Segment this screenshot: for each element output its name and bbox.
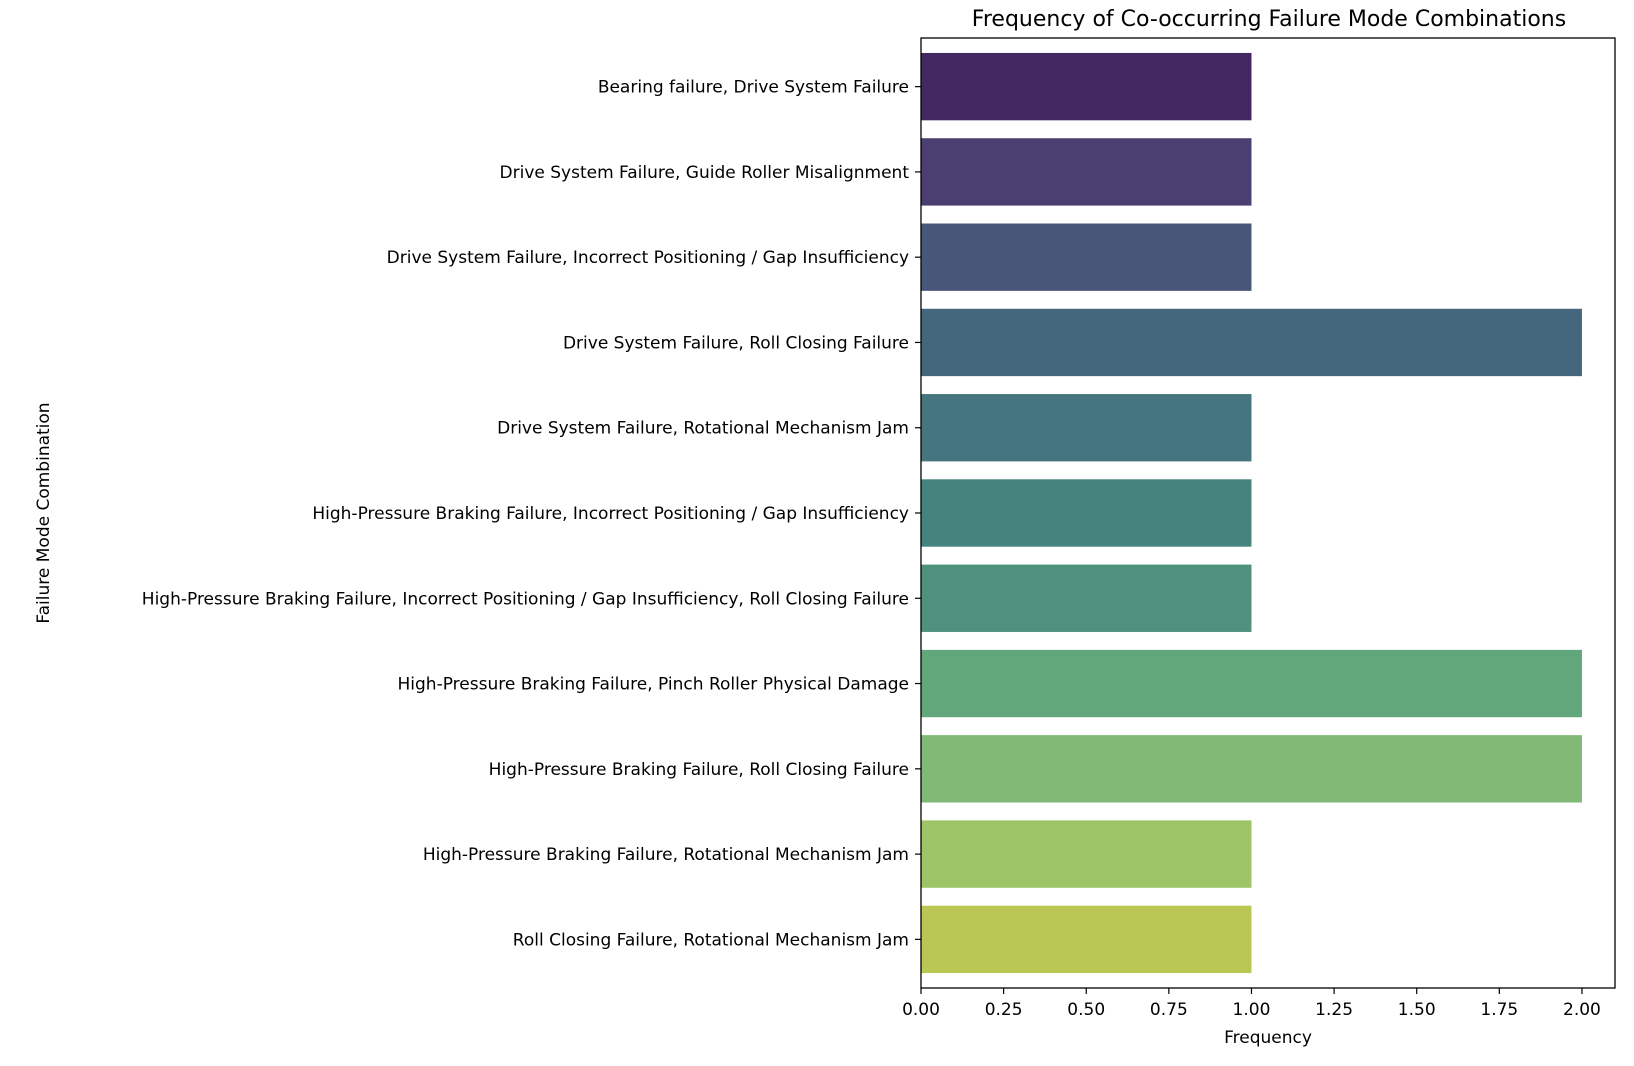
y-tick-label: Bearing failure, Drive System Failure [598, 78, 909, 98]
x-tick-label: 1.00 [1233, 1000, 1271, 1020]
bar [921, 649, 1582, 718]
y-axis-label: Failure Mode Combination [34, 402, 54, 623]
bar [921, 138, 1252, 206]
x-tick-label: 1.75 [1480, 1000, 1518, 1020]
x-axis-label: Frequency [1224, 1028, 1312, 1048]
plot-frame [920, 37, 1616, 989]
y-tick-label: High-Pressure Braking Failure, Incorrect… [312, 504, 909, 524]
y-tick-label: Drive System Failure, Guide Roller Misal… [500, 163, 910, 183]
bar [921, 820, 1252, 888]
x-tick-label: 0.00 [902, 1000, 940, 1020]
x-tick-label: 0.25 [985, 1000, 1023, 1020]
x-tick-label: 0.75 [1150, 1000, 1188, 1020]
bar [921, 905, 1252, 974]
y-axis-ticks: Bearing failure, Drive System Failure Dri… [142, 78, 921, 950]
bar [921, 479, 1252, 547]
y-tick-label: High-Pressure Braking Failure, Incorrect… [142, 589, 909, 609]
bar [921, 735, 1582, 803]
y-tick-label: Drive System Failure, Roll Closing Failu… [563, 333, 909, 353]
x-tick-label: 1.25 [1315, 1000, 1353, 1020]
y-tick-label: High-Pressure Braking Failure, Roll Clos… [489, 760, 909, 780]
y-tick-label: High-Pressure Braking Failure, Rotationa… [423, 845, 909, 865]
x-axis-ticks: 0.00 0.25 0.50 0.75 1.00 1.25 1.50 1.75 2.00 [902, 988, 1601, 1020]
bars-group [921, 52, 1582, 974]
y-tick-label: Drive System Failure, Rotational Mechani… [497, 419, 909, 439]
bar [921, 223, 1252, 291]
y-tick-label: Roll Closing Failure, Rotational Mechani… [513, 930, 909, 950]
bar [921, 308, 1582, 377]
bar [921, 394, 1252, 462]
y-tick-label: High-Pressure Braking Failure, Pinch Rol… [398, 675, 910, 695]
x-tick-label: 2.00 [1563, 1000, 1601, 1020]
x-tick-label: 0.50 [1067, 1000, 1105, 1020]
x-tick-label: 1.50 [1398, 1000, 1436, 1020]
bar [921, 52, 1252, 121]
chart-title: Frequency of Co-occurring Failure Mode C… [972, 7, 1566, 32]
bar [921, 564, 1252, 632]
y-tick-label: Drive System Failure, Incorrect Position… [387, 248, 909, 268]
